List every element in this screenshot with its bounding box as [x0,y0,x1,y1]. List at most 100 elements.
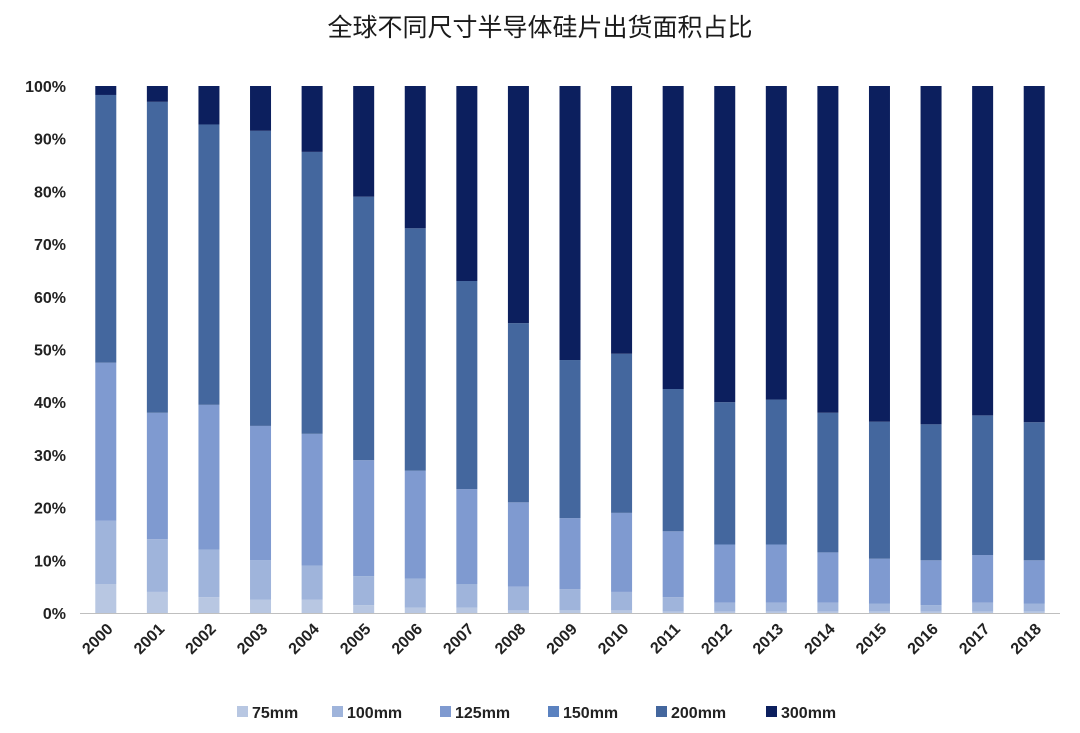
x-tick-label: 2002 [183,621,220,658]
bar-stack [456,86,478,613]
bar-segment [404,607,426,613]
bar-segment [662,389,684,532]
bar-stack [507,86,529,613]
bar-stack [817,86,839,613]
bar-segment [1023,560,1045,604]
legend-swatch [656,706,667,717]
legend-swatch [548,706,559,717]
x-tick-label: 2011 [647,621,684,658]
bar-segment [714,86,736,403]
bar-segment [404,578,426,608]
bar-segment [817,552,839,603]
bar-segment [250,130,272,426]
x-tick-label: 2007 [440,621,477,658]
legend-swatch [440,706,451,717]
bar-segment [817,602,839,612]
bar-stack [146,86,168,613]
bar-segment [456,280,478,490]
bar-segment [404,228,426,471]
legend-label: 150mm [563,705,618,722]
bar-segment [301,86,323,152]
x-tick-label: 2018 [1008,621,1045,658]
x-tick-label: 2016 [905,621,942,658]
x-tick-label: 2008 [492,621,529,658]
bar-segment [559,360,581,519]
bar-stack [353,86,375,613]
bar-segment [714,544,736,603]
bar-segment [611,353,633,513]
y-tick-label: 0% [43,606,66,623]
bar-segment [198,86,220,125]
bar-segment [95,584,117,613]
bar-segment [920,605,942,612]
bar-segment [1023,86,1045,423]
bar-segment [146,101,168,413]
legend-item: 200mm [656,705,726,722]
bar-segment [250,599,272,613]
bar-segment [146,539,168,592]
legend-label: 75mm [252,705,298,722]
bar-stack [250,86,272,613]
bar-segment [920,424,942,561]
legend-label: 100mm [347,705,402,722]
y-tick-label: 50% [34,343,66,360]
bar-segment [972,86,994,416]
bar-segment [972,415,994,556]
bar-segment [662,611,684,613]
bar-stack [404,86,426,613]
bar-segment [507,323,529,503]
bar-segment [250,86,272,131]
x-tick-label: 2010 [595,621,632,658]
bar-segment [765,86,787,400]
bar-segment [559,86,581,361]
bar-segment [868,611,890,613]
legend-label: 125mm [455,705,510,722]
y-tick-label: 80% [34,184,66,201]
legend-item: 75mm [237,705,298,722]
bar-segment [559,589,581,611]
bar-segment [611,512,633,592]
y-tick-label: 70% [34,237,66,254]
bar-segment [95,362,117,521]
x-tick-label: 2005 [337,621,374,658]
bar-segment [198,404,220,550]
legend-swatch [766,706,777,717]
bar-segment [868,603,890,612]
bar-segment [972,611,994,613]
bar-stack [714,86,736,613]
bar-segment [868,421,890,559]
bar-segment [1023,603,1045,612]
legend-item: 150mm [548,705,618,722]
y-axis: 0% 10% 20% 30% 40% 50% 60% 70% 80% 90% 100% [25,79,66,623]
bar-segment [868,86,890,422]
bar-segment [353,576,375,606]
bar-segment [972,602,994,612]
x-tick-label: 2003 [234,621,271,658]
bar-stack [559,86,581,613]
bar-stack [1023,86,1045,613]
bar-segment [714,602,736,612]
bar-segment [198,549,220,598]
bar-segment [456,607,478,613]
bar-stack [662,86,684,613]
bar-stack [611,86,633,613]
legend-swatch [237,706,248,717]
bar-segment [456,489,478,585]
legend-item: 300mm [766,705,836,722]
y-tick-label: 40% [34,395,66,412]
x-tick-label: 2013 [750,621,787,658]
bar-segment [559,610,581,613]
bar-segment [198,597,220,613]
bar-stack [972,86,994,613]
bar-segment [301,599,323,613]
bar-segment [765,399,787,545]
bar-segment [353,86,375,197]
bar-stack [301,86,323,613]
bar-stack [95,86,117,613]
bar-segment [95,94,117,363]
bar-segment [353,460,375,577]
legend-label: 300mm [781,705,836,722]
bar-segment [662,531,684,598]
bar-segment [250,425,272,561]
